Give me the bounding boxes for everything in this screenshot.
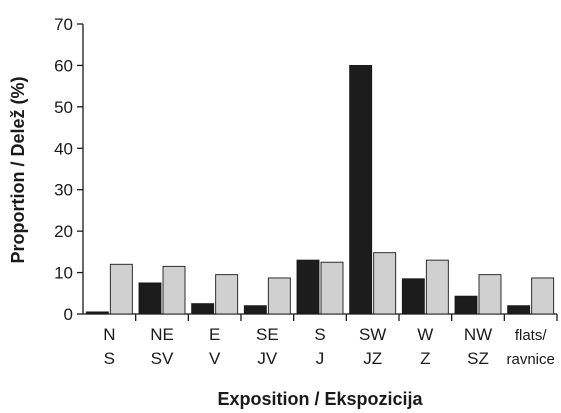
bar-light xyxy=(373,252,397,315)
x-tick-label: S xyxy=(314,325,325,344)
x-tick-label-secondary: J xyxy=(316,349,325,368)
y-tick-label: 10 xyxy=(54,264,73,283)
bar-dark xyxy=(138,282,162,315)
x-tick-label: W xyxy=(417,325,433,344)
bar-dark xyxy=(85,311,109,315)
y-tick-label: 50 xyxy=(54,98,73,117)
y-tick-label: 60 xyxy=(54,56,73,75)
plot-area: 010203040506070NSNESVEVSEJVSJSWJZWZNWSZf… xyxy=(54,15,558,368)
y-tick-label: 40 xyxy=(54,139,73,158)
bar-dark xyxy=(507,305,531,315)
bar-light xyxy=(531,277,555,315)
bar-light xyxy=(109,263,133,315)
bar-light xyxy=(215,274,239,315)
x-tick-label-secondary: SZ xyxy=(467,349,489,368)
bar-light xyxy=(162,265,186,315)
x-tick-label-secondary: ravnice xyxy=(506,351,554,368)
y-axis-title: Proportion / Delež (%) xyxy=(8,76,28,263)
bar-light xyxy=(320,261,344,315)
bar-light xyxy=(267,277,291,315)
y-tick-label: 30 xyxy=(54,181,73,200)
y-tick-label: 20 xyxy=(54,222,73,241)
x-tick-label: NE xyxy=(150,325,174,344)
x-tick-label-secondary: SV xyxy=(151,349,174,368)
x-tick-label: N xyxy=(103,325,115,344)
x-tick-label: E xyxy=(209,325,220,344)
x-tick-label-secondary: Z xyxy=(420,349,430,368)
x-tick-label: SE xyxy=(256,325,279,344)
x-tick-label-secondary: JZ xyxy=(363,349,382,368)
y-axis-title-group: Proportion / Delež (%) xyxy=(8,76,28,263)
x-tick-label: flats/ xyxy=(515,327,548,344)
bar-light xyxy=(478,274,502,315)
bar-dark xyxy=(454,295,478,315)
x-tick-label-secondary: V xyxy=(209,349,221,368)
x-tick-label-secondary: JV xyxy=(257,349,278,368)
y-tick-label: 0 xyxy=(64,305,73,324)
x-tick-label-secondary: S xyxy=(104,349,115,368)
x-axis-title: Exposition / Ekspozicija xyxy=(217,389,423,409)
bar-dark xyxy=(349,64,373,315)
bar-dark xyxy=(296,259,320,315)
bar-dark xyxy=(191,303,215,315)
y-tick-label: 70 xyxy=(54,15,73,34)
bar-dark xyxy=(401,278,425,315)
bar-dark xyxy=(243,305,267,315)
bar-light xyxy=(425,259,449,315)
x-tick-label: SW xyxy=(359,325,386,344)
x-tick-label: NW xyxy=(464,325,492,344)
